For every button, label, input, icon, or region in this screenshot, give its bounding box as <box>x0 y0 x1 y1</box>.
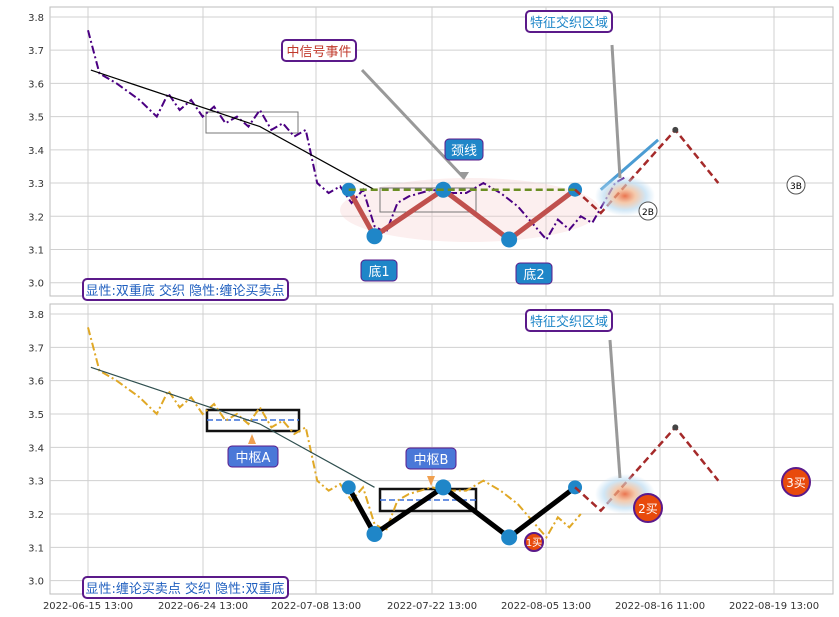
top-y-tick-label: 3.7 <box>28 46 44 57</box>
pivot-a-arrowhead <box>248 434 256 444</box>
top-grid <box>50 7 833 296</box>
x-tick-label: 2022-06-24 13:00 <box>158 601 248 612</box>
top-panel: 3.0 3.1 3.2 3.3 3.4 3.5 3.6 3.7 3.8 中信号事件 特征交织区域… <box>28 6 834 301</box>
top-series-trend <box>90 69 375 191</box>
svg-text:3B: 3B <box>790 182 802 192</box>
svg-text:3买: 3买 <box>786 476 806 490</box>
bottom-y-axis: 3.0 3.1 3.2 3.3 3.4 3.5 3.6 3.7 3.8 <box>28 310 44 588</box>
bottom-y-tick-label: 3.8 <box>28 310 44 321</box>
bottom-series-price <box>87 327 582 540</box>
bottom-feature-zone-label: 特征交织区域 <box>525 309 613 332</box>
bottom-series-trend <box>90 366 375 488</box>
top-series-projection <box>574 127 720 215</box>
top-series-layer <box>87 29 720 248</box>
top-y-tick-label: 3.2 <box>28 212 44 223</box>
svg-text:中枢A: 中枢A <box>236 451 271 466</box>
x-tick-label: 2022-07-08 13:00 <box>271 601 361 612</box>
bottom-y-tick-label: 3.5 <box>28 410 44 421</box>
top-y-tick-label: 3.0 <box>28 279 44 290</box>
x-tick-label: 2022-06-15 13:00 <box>43 601 133 612</box>
bottom-y-tick-label: 3.6 <box>28 377 44 388</box>
pivot-b-arrowhead <box>427 476 435 486</box>
bottom-y-tick-label: 3.2 <box>28 510 44 521</box>
svg-text:1买: 1买 <box>526 537 542 549</box>
top-pivot-point <box>366 228 383 245</box>
x-tick-label: 2022-07-22 13:00 <box>387 601 477 612</box>
svg-text:底1: 底1 <box>368 264 389 280</box>
top-series-price <box>87 29 628 242</box>
svg-text:特征交织区域: 特征交织区域 <box>530 15 608 31</box>
svg-text:2买: 2买 <box>638 502 658 516</box>
top-y-tick-label: 3.6 <box>28 79 44 90</box>
signal-event-label: 中信号事件 <box>281 39 357 62</box>
top-2b-marker: 2B <box>638 201 658 221</box>
x-tick-label: 2022-08-19 13:00 <box>729 601 819 612</box>
bottom-zone-arrow <box>608 339 622 479</box>
bottom-series-layer <box>87 327 720 546</box>
bottom-panel: 3.0 3.1 3.2 3.3 3.4 3.5 3.6 3.7 3.8 2022-06-15 1… <box>28 303 834 612</box>
bottom-y-tick-label: 3.1 <box>28 543 44 554</box>
pivot-b-label: 中枢B <box>405 447 457 470</box>
top-projection-peak <box>672 126 679 133</box>
bottom-series-projection <box>574 425 720 513</box>
bottom-projection-peak <box>672 424 679 431</box>
top-y-tick-label: 3.5 <box>28 113 44 124</box>
svg-text:显性:双重底 交织 隐性:缠论买卖点: 显性:双重底 交织 隐性:缠论买卖点 <box>85 283 284 299</box>
bottom2-label: 底2 <box>515 262 553 285</box>
top-y-axis: 3.0 3.1 3.2 3.3 3.4 3.5 3.6 3.7 3.8 <box>28 13 44 290</box>
top-y-tick-label: 3.4 <box>28 146 44 157</box>
svg-text:颈线: 颈线 <box>451 144 477 159</box>
x-axis: 2022-06-15 13:00 2022-06-24 13:00 2022-07-… <box>43 601 819 612</box>
bottom-y-tick-label: 3.0 <box>28 577 44 588</box>
top-caption: 显性:双重底 交织 隐性:缠论买卖点 <box>82 278 289 301</box>
top-y-tick-label: 3.8 <box>28 13 44 24</box>
neckline-label: 颈线 <box>444 138 484 161</box>
x-tick-label: 2022-08-16 11:00 <box>615 601 705 612</box>
svg-text:中枢B: 中枢B <box>414 453 449 468</box>
pivot-a-label: 中枢A <box>227 445 279 468</box>
bottom-pivot-point <box>435 479 452 496</box>
bottom-y-tick-label: 3.4 <box>28 443 44 454</box>
top-neckline-arrowhead <box>459 172 469 180</box>
top-pivot-box-b <box>379 187 477 213</box>
bottom-y-tick-label: 3.7 <box>28 343 44 354</box>
buy2-marker: 2买 <box>633 493 663 523</box>
top-zone-arrow <box>610 44 622 179</box>
x-tick-label: 2022-08-05 13:00 <box>501 601 591 612</box>
svg-text:底2: 底2 <box>523 267 544 283</box>
top-pivot-point <box>501 231 518 248</box>
top-y-tick-label: 3.3 <box>28 179 44 190</box>
svg-text:特征交织区域: 特征交织区域 <box>530 314 608 330</box>
top-feature-zone-label: 特征交织区域 <box>525 10 613 33</box>
bottom1-label: 底1 <box>360 259 398 282</box>
top-y-tick-label: 3.1 <box>28 245 44 256</box>
top-pivot-box-a <box>205 111 299 134</box>
svg-text:2B: 2B <box>642 208 654 218</box>
bottom-pivot-point <box>366 526 383 542</box>
svg-text:中信号事件: 中信号事件 <box>286 45 351 60</box>
bottom-pivot-point <box>501 529 518 546</box>
top-plot-frame <box>49 6 834 297</box>
bottom-pivot-point <box>341 480 356 495</box>
buy3-marker: 3买 <box>781 467 811 497</box>
svg-text:显性:缠论买卖点 交织 隐性:双重底: 显性:缠论买卖点 交织 隐性:双重底 <box>85 581 284 597</box>
buy1-marker: 1买 <box>524 532 544 552</box>
top-3b-marker: 3B <box>786 175 806 195</box>
bottom-caption: 显性:缠论买卖点 交织 隐性:双重底 <box>82 576 289 599</box>
bottom-y-tick-label: 3.3 <box>28 477 44 488</box>
